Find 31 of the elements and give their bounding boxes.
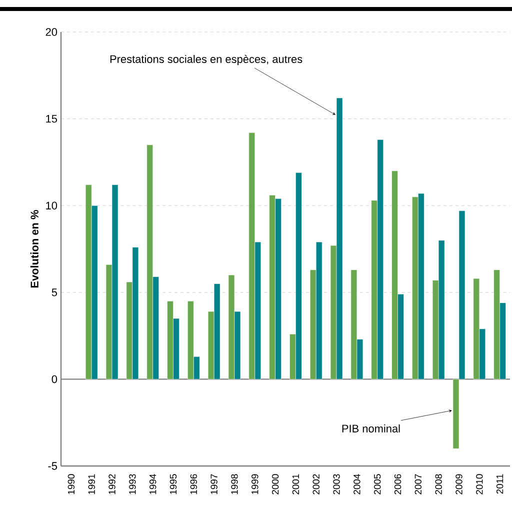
y-tick-label: 20 [46, 28, 58, 36]
x-tick-label: 1997 [210, 474, 218, 494]
x-tick-label: 2004 [354, 474, 360, 494]
x-tick-label: 2000 [272, 474, 279, 494]
x-tick-label: 2001 [292, 474, 300, 494]
y-tick-label: 10 [46, 202, 58, 210]
x-tick-label: 2006 [394, 474, 402, 494]
x-tick-label: 1990 [68, 474, 75, 494]
text: Prestations sociales en espèces, autres [110, 54, 302, 66]
x-tick-label: 2011 [496, 474, 504, 494]
y-tick-label: -5 [48, 462, 58, 470]
x-tick-label: 1994 [149, 474, 156, 494]
y-tick-label: 15 [46, 114, 58, 123]
x-tick-label: 2005 [374, 474, 381, 494]
text: PIB nominal [342, 424, 400, 432]
x-tick-label: 1999 [252, 474, 258, 494]
y-tick-label: 5 [52, 288, 58, 296]
x-tick-label: 1996 [190, 474, 198, 494]
x-tick-label: 2009 [456, 474, 462, 494]
x-tick-label: 2007 [414, 474, 422, 494]
x-tick-label: 1993 [129, 474, 136, 494]
x-tick-label: 2002 [312, 474, 320, 494]
x-tick-label: 1998 [231, 474, 238, 494]
x-tick-label: 2010 [476, 474, 483, 494]
y-tick-label: 0 [52, 375, 58, 384]
x-tick-label: 2008 [435, 474, 442, 494]
x-tick-label: 1991 [88, 474, 95, 494]
x-tick-label: 1992 [108, 474, 116, 494]
x-tick-label: 1995 [170, 474, 177, 494]
x-tick-label: 2003 [333, 474, 340, 494]
y-axis-title: Evolution en % [30, 210, 38, 288]
